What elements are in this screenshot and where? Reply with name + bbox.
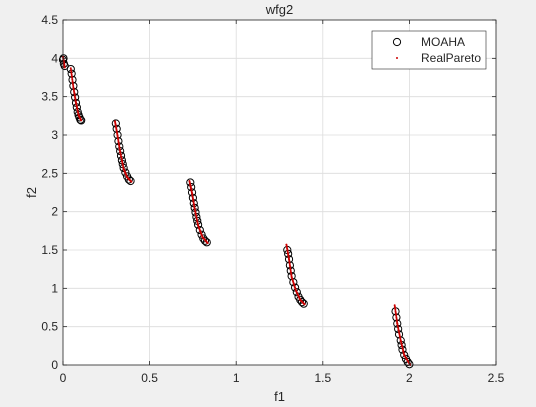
axes-background — [63, 20, 496, 365]
moaha-point — [289, 278, 298, 287]
x-tick-label: 0.5 — [141, 371, 158, 385]
moaha-point — [202, 238, 211, 247]
realpareto-point — [289, 265, 292, 268]
realpareto-point — [288, 262, 291, 265]
y-tick-label: 0 — [51, 358, 58, 372]
moaha-point — [77, 116, 86, 125]
realpareto-point — [206, 242, 209, 245]
tick-labels: 0 0.5 1 1.5 2 2.5 0 0.5 1 1.5 2 2.5 3 3.5 4 4.5 — [41, 13, 504, 385]
realpareto-point — [288, 258, 291, 261]
realpareto-point — [70, 70, 73, 73]
realpareto-point — [395, 316, 398, 319]
y-tick-label: 1.5 — [41, 243, 58, 257]
y-tick-label: 2 — [51, 205, 58, 219]
x-tick-label: 0 — [60, 371, 67, 385]
y-tick-label: 1 — [51, 281, 58, 295]
moaha-point — [292, 288, 301, 297]
realpareto-point — [288, 259, 291, 262]
realpareto-point — [395, 318, 398, 320]
moaha-point — [126, 176, 135, 186]
moaha-point — [299, 299, 308, 308]
realpareto-point — [289, 268, 292, 271]
realpareto-point — [394, 310, 397, 313]
realpareto-point — [70, 75, 73, 78]
realpareto-point — [394, 307, 397, 310]
realpareto-point — [71, 80, 74, 83]
realpareto-point — [396, 321, 399, 324]
moaha-point — [200, 236, 210, 245]
ticks — [62, 19, 497, 366]
moaha-point — [76, 115, 85, 124]
realpareto-point — [130, 180, 133, 183]
legend-label-realpareto: RealPareto — [421, 51, 481, 65]
y-tick-label: 2.5 — [41, 166, 58, 180]
realpareto-point — [288, 261, 291, 264]
realpareto-point — [289, 267, 292, 270]
realpareto-point — [70, 68, 73, 71]
moaha-point — [121, 168, 130, 177]
realpareto-point — [72, 84, 75, 87]
realpareto-point — [71, 78, 74, 81]
realpareto-point — [290, 272, 293, 275]
moaha-point — [405, 360, 414, 369]
y-tick-label: 4.5 — [41, 13, 58, 27]
y-tick-label: 4 — [51, 51, 58, 65]
realpareto-point — [71, 83, 74, 86]
chart-title: wfg2 — [265, 2, 293, 17]
y-tick-label: 0.5 — [41, 320, 58, 334]
y-tick-label: 3.5 — [41, 90, 58, 104]
realpareto-point — [69, 67, 72, 70]
grid — [62, 19, 497, 366]
axes-box — [62, 19, 497, 366]
plot-area — [58, 54, 414, 369]
realpareto-point — [395, 314, 398, 317]
legend-marker-realpareto — [396, 57, 398, 59]
realpareto-point — [70, 73, 73, 76]
legend-label-moaha: MOAHA — [421, 35, 465, 49]
realpareto-point — [288, 264, 291, 267]
realpareto-point — [289, 269, 292, 272]
realpareto-point — [70, 72, 73, 75]
x-tick-label: 2 — [406, 371, 413, 385]
moaha-point — [297, 298, 307, 307]
moaha-point — [195, 225, 204, 235]
realpareto-point — [290, 274, 293, 277]
realpareto-point — [303, 303, 306, 306]
realpareto-point — [394, 308, 397, 311]
y-tick-label: 3 — [51, 128, 58, 142]
realpareto-point — [393, 304, 396, 307]
x-axis-label: f1 — [274, 389, 285, 404]
x-tick-label: 1.5 — [314, 371, 331, 385]
realpareto-point — [394, 311, 397, 314]
legend-box — [371, 30, 487, 70]
realpareto-point — [71, 76, 74, 79]
realpareto-point — [71, 81, 74, 84]
legend-marker-moaha — [392, 37, 402, 47]
moaha-point — [290, 283, 300, 292]
realpareto-point — [393, 305, 396, 308]
x-tick-label: 1 — [233, 371, 240, 385]
realpareto-point — [80, 119, 83, 122]
realpareto-point — [394, 313, 397, 316]
moaha-point — [124, 175, 133, 184]
moaha-point — [197, 230, 206, 239]
realpareto-point — [289, 271, 292, 274]
y-axis-label: f2 — [24, 187, 39, 198]
moaha-point — [403, 357, 412, 367]
x-tick-label: 2.5 — [488, 371, 505, 385]
realpareto-point — [395, 319, 398, 322]
legend: MOAHA RealPareto — [371, 30, 487, 70]
realpareto-point — [63, 66, 66, 69]
